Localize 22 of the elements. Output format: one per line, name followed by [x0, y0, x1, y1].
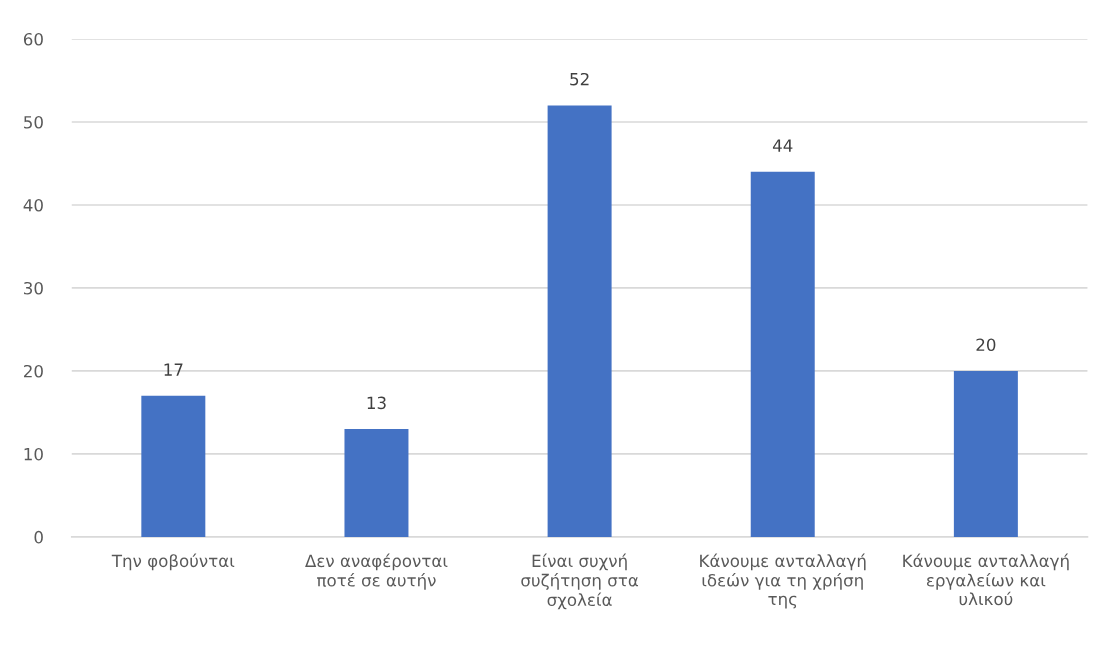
- bar: [547, 105, 612, 537]
- y-tick-label: 0: [34, 530, 43, 544]
- x-tick-label: Κάνουμε ανταλλαγή εργαλείων και υλικού: [903, 553, 1069, 606]
- bar: [750, 171, 815, 537]
- bar: [953, 370, 1018, 537]
- y-tick-label: 50: [24, 115, 43, 129]
- y-tick-label: 30: [24, 281, 43, 295]
- data-label: 13: [367, 396, 386, 410]
- bar: [141, 395, 206, 537]
- y-tick-label: 10: [24, 447, 43, 461]
- data-label: 17: [164, 363, 183, 376]
- data-label: 52: [570, 72, 589, 86]
- y-tick-label: 40: [23, 198, 43, 212]
- x-tick-label: Κάνουμε ανταλλαγή ιδεών για τη χρήση της: [700, 553, 866, 609]
- x-tick-label: Την φοβούνται: [111, 553, 235, 571]
- x-tick-label: Δεν αναφέρονται ποτέ σε αυτήν: [305, 553, 448, 590]
- data-label: 20: [976, 338, 996, 352]
- bar: [344, 429, 409, 537]
- data-label: 44: [772, 139, 793, 152]
- x-tick-label: Είναι συχνή συζήτηση στα σχολεία: [521, 553, 639, 610]
- y-tick-label: 60: [23, 32, 43, 46]
- y-tick-label: 20: [24, 364, 43, 378]
